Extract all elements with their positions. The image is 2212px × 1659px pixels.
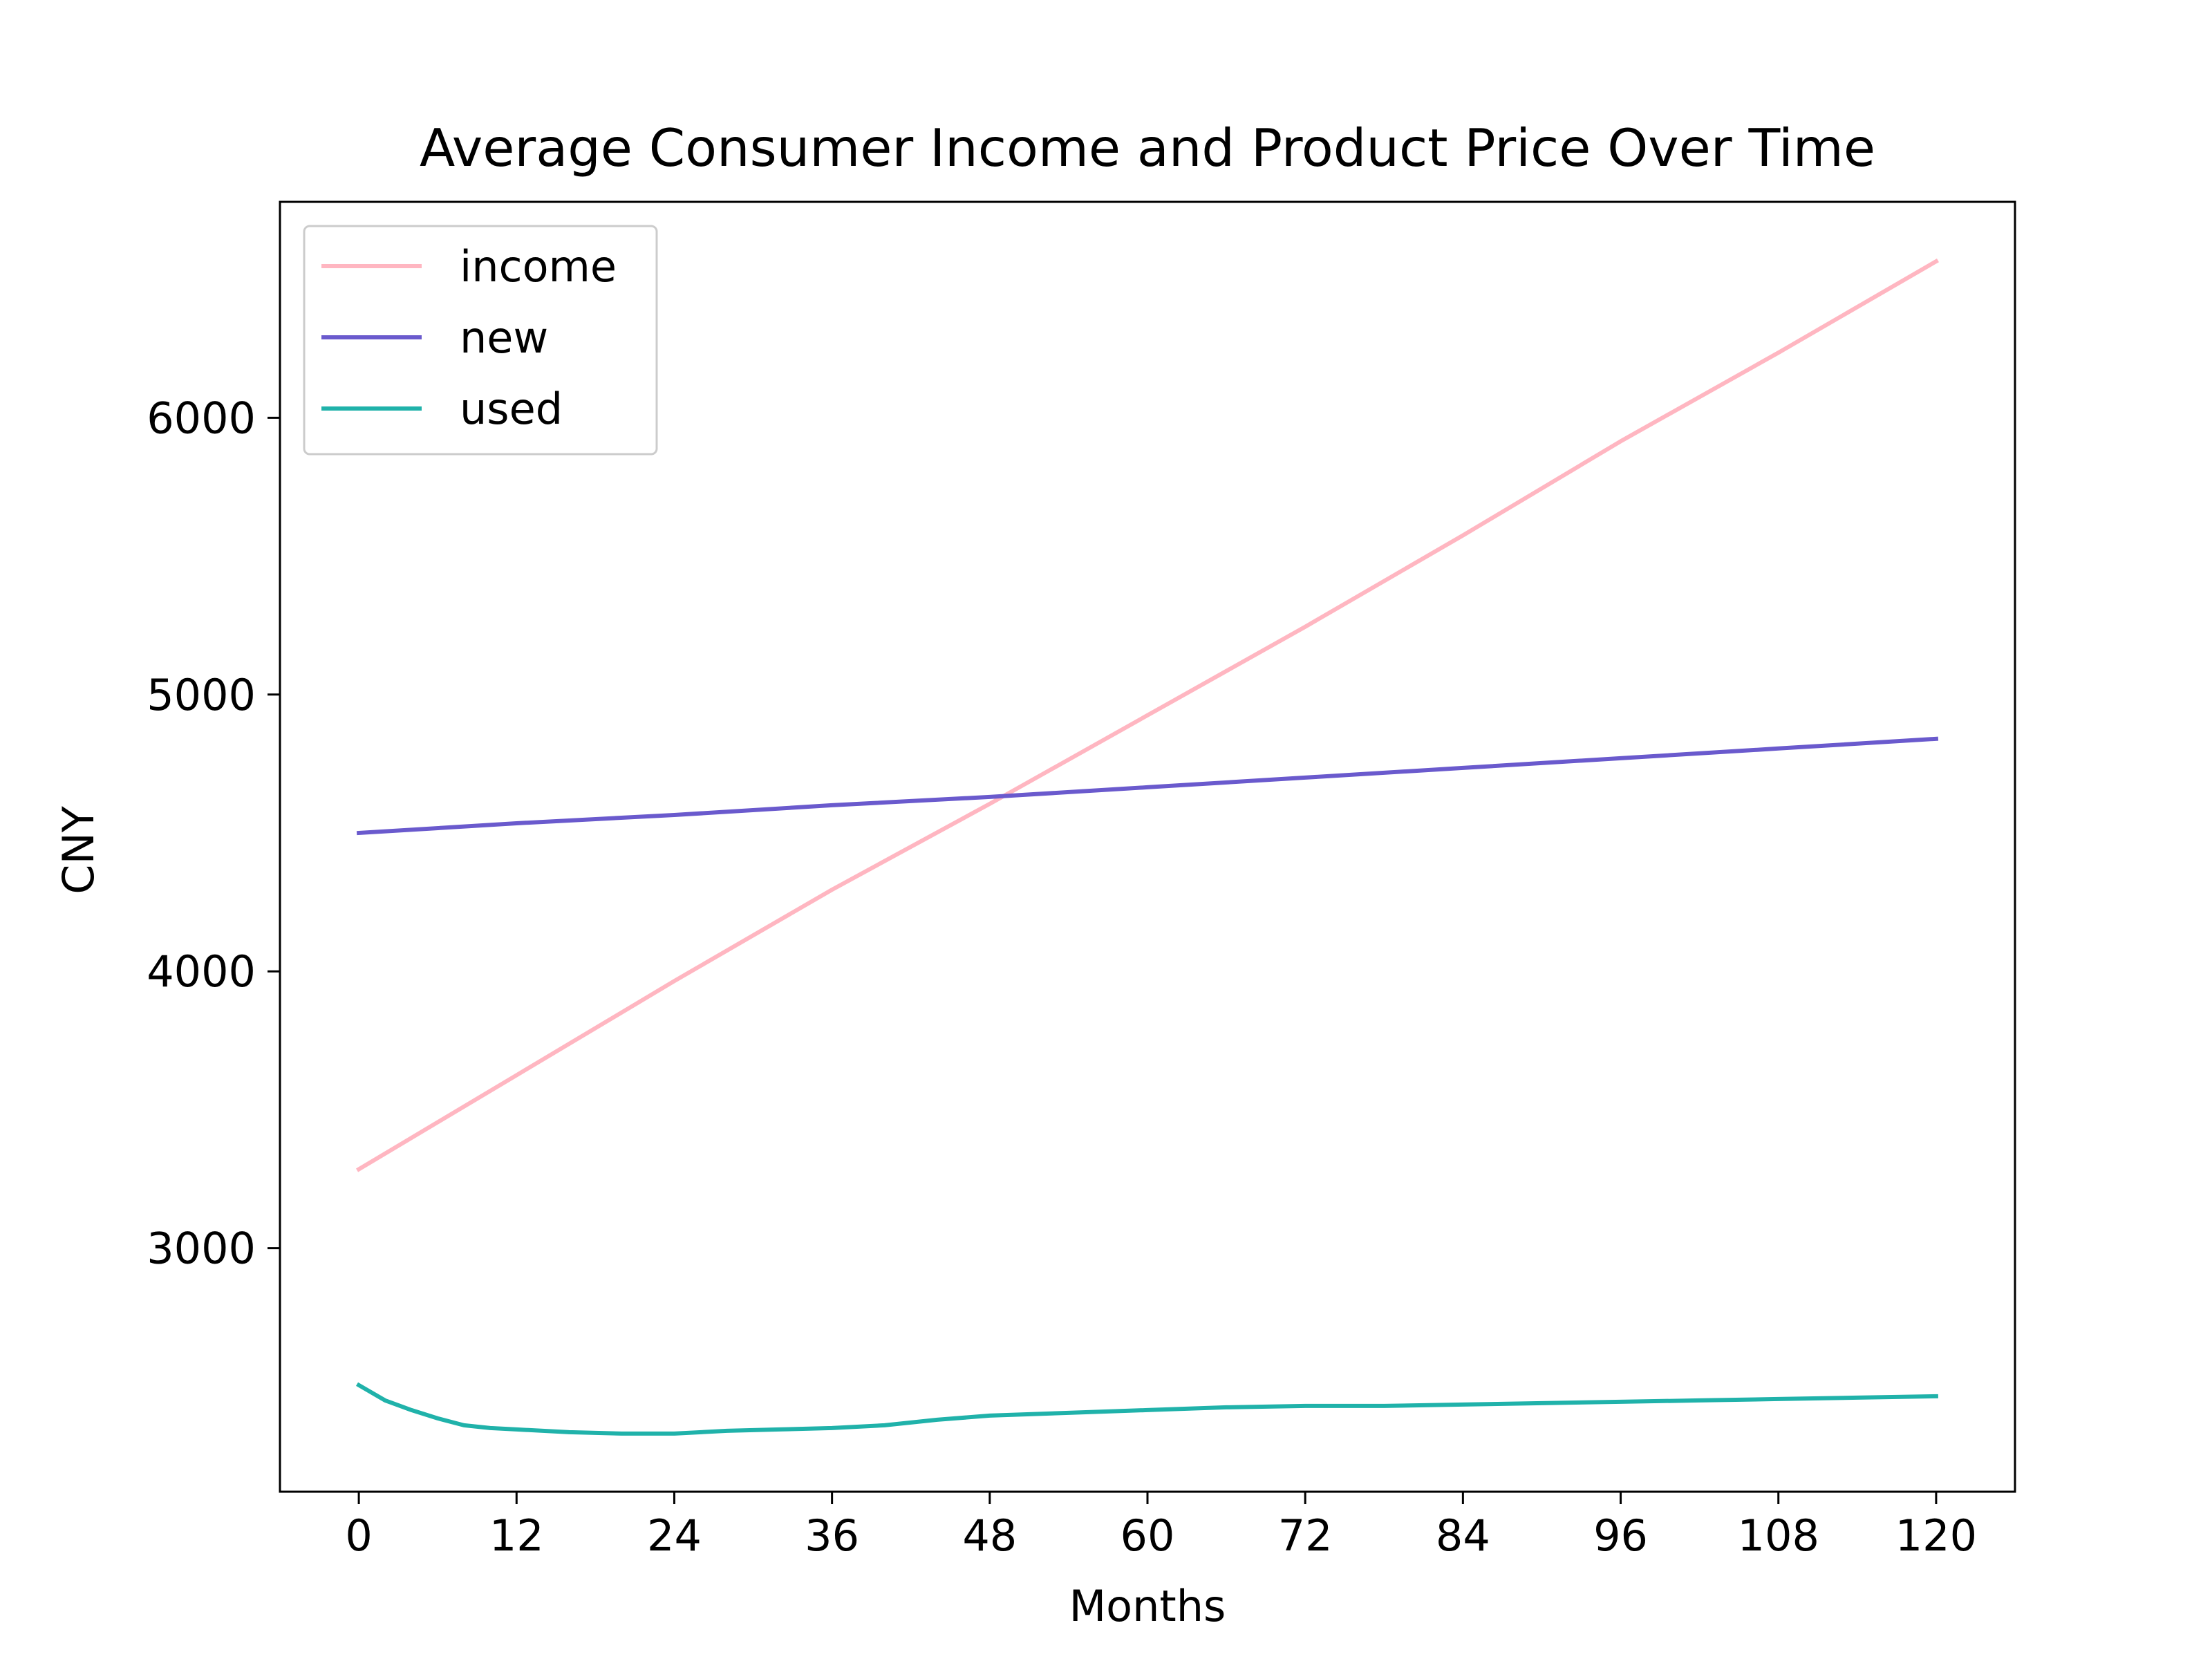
chart-title: Average Consumer Income and Product Pric…: [420, 118, 1875, 178]
legend-label-new: new: [460, 312, 548, 363]
x-tick-label: 48: [962, 1510, 1017, 1561]
x-tick-label: 36: [805, 1510, 859, 1561]
y-tick-label: 5000: [147, 670, 256, 720]
legend-label-income: income: [460, 241, 617, 292]
x-tick-label: 120: [1895, 1510, 1977, 1561]
x-tick-label: 84: [1436, 1510, 1490, 1561]
x-tick-label: 24: [647, 1510, 702, 1561]
x-tick-label: 108: [1738, 1510, 1819, 1561]
plot-area: 0 12 24 36 48 60 72 84 96 108 120 3000 4000 5000 6000: [147, 200, 2016, 1561]
legend-box: [303, 225, 658, 456]
x-tick-label: 60: [1121, 1510, 1175, 1561]
y-tick-label: 6000: [147, 393, 256, 443]
legend-label-used: used: [460, 384, 563, 434]
x-tick-label: 12: [489, 1510, 544, 1561]
x-tick-label: 0: [345, 1510, 372, 1561]
y-axis-label: CNY: [53, 806, 104, 894]
series-line-income: [355, 259, 1939, 1172]
series-line-new: [356, 736, 1939, 836]
x-axis-label: Months: [1069, 1581, 1226, 1631]
y-tick-label: 3000: [147, 1224, 256, 1274]
y-tick-label: 4000: [147, 946, 256, 997]
x-tick-label: 96: [1593, 1510, 1648, 1561]
legend: income new used: [303, 225, 658, 456]
x-tick-label: 72: [1278, 1510, 1333, 1561]
series-line-used: [355, 1382, 1938, 1436]
